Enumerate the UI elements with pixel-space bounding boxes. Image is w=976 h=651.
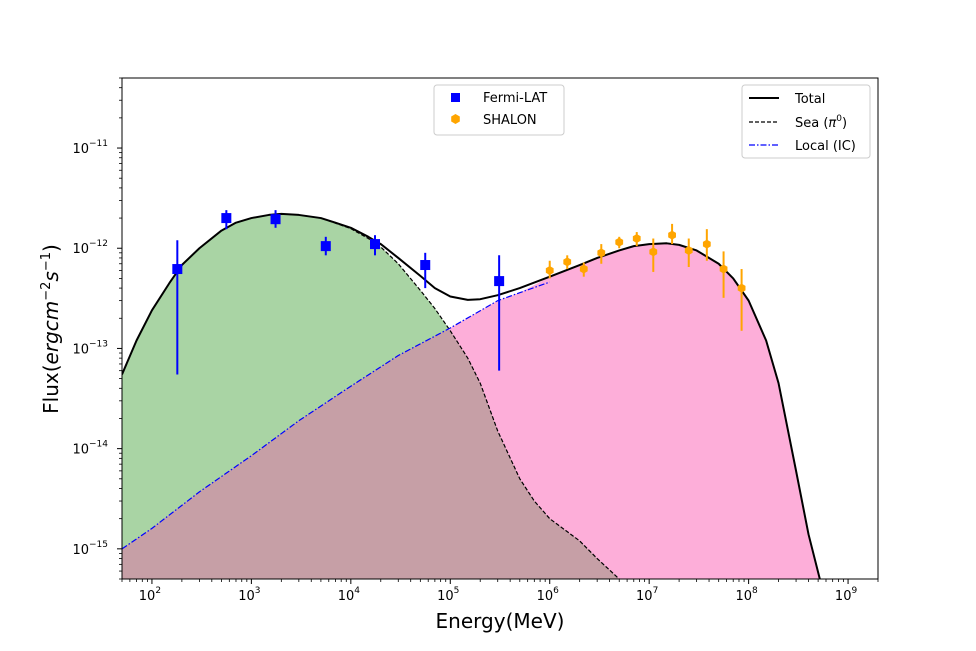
fermi-lat-marker: [172, 264, 183, 275]
shalon-point: [545, 260, 554, 279]
legend-local-label: Local (IC): [795, 139, 856, 154]
shalon-marker: [632, 234, 641, 244]
legend-model: Total Sea (π0) Local (IC): [741, 84, 871, 159]
y-tick-label: 10−15: [72, 540, 108, 558]
fermi-lat-point: [320, 236, 331, 256]
shalon-marker: [579, 264, 588, 274]
legend-model-box: [741, 84, 871, 159]
shalon-marker: [649, 247, 658, 257]
fermi-lat-marker: [320, 241, 331, 252]
fermi-lat-point: [270, 210, 281, 228]
x-tick-label: 104: [338, 586, 361, 604]
legend-fermi-label: Fermi-LAT: [483, 91, 547, 106]
y-tick-label: 10−12: [72, 239, 108, 257]
legend-shalon-label: SHALON: [483, 113, 537, 128]
shalon-point: [579, 262, 588, 277]
shalon-point: [684, 238, 693, 267]
fermi-lat-marker: [420, 260, 431, 271]
fermi-lat-marker: [494, 276, 505, 287]
y-tick-label: 10−13: [72, 339, 108, 357]
fermi-lat-point: [369, 235, 380, 256]
shalon-point: [615, 236, 624, 249]
x-axis-title: Energy(MeV): [436, 609, 565, 633]
shalon-point: [597, 244, 606, 264]
y-tick-label: 10−14: [72, 440, 108, 458]
shalon-point: [649, 238, 658, 272]
shalon-marker: [615, 237, 624, 247]
fermi-lat-point: [494, 255, 505, 371]
legend-fermi-marker: [451, 93, 460, 102]
shalon-marker: [702, 239, 711, 249]
fermi-lat-marker: [221, 213, 232, 224]
filled-areas: [122, 213, 820, 579]
x-tick-label: 102: [139, 586, 161, 604]
x-tick-label: 105: [437, 586, 459, 604]
legend-total-label: Total: [794, 92, 825, 107]
shalon-marker: [668, 230, 676, 240]
curve-sea: [268, 213, 620, 579]
shalon-marker: [684, 245, 693, 255]
fermi-lat-point: [172, 240, 183, 375]
legend-data-box: [433, 84, 565, 136]
x-tick-label: 106: [537, 586, 560, 604]
shalon-point: [563, 255, 572, 270]
curve-local-ic: [122, 281, 550, 550]
axis-ticks: 102 103 104 105 106 107 108 109 10−15 10−14 10−13 1…: [72, 77, 879, 604]
legend-sea-label: Sea (π0): [795, 114, 847, 131]
shalon-point: [719, 251, 728, 298]
fermi-lat-marker: [270, 214, 281, 225]
shalon-marker: [719, 264, 728, 274]
shalon-point: [668, 223, 676, 245]
shalon-point: [737, 269, 746, 331]
shalon-marker: [737, 283, 746, 293]
shalon-marker: [545, 265, 554, 275]
shalon-point: [702, 229, 711, 261]
shalon-marker: [597, 248, 606, 258]
plot-frame: [121, 77, 879, 580]
x-tick-label: 107: [636, 586, 658, 604]
legend-data: Fermi-LAT SHALON: [433, 84, 565, 136]
data-points: [172, 210, 746, 375]
legend-shalon-marker: [451, 114, 460, 124]
fermi-lat-marker: [369, 239, 380, 250]
fermi-lat-point: [420, 252, 431, 289]
x-tick-label: 109: [835, 586, 858, 604]
fermi-lat-point: [221, 210, 232, 230]
shalon-point: [632, 232, 641, 247]
shalon-marker: [563, 257, 572, 267]
y-axis-title: Flux(ergcm−2s−1): [39, 244, 63, 414]
overlap-fill: [122, 329, 620, 579]
x-tick-label: 103: [238, 586, 260, 604]
x-tick-label: 108: [735, 586, 758, 604]
y-tick-label: 10−11: [72, 139, 108, 157]
